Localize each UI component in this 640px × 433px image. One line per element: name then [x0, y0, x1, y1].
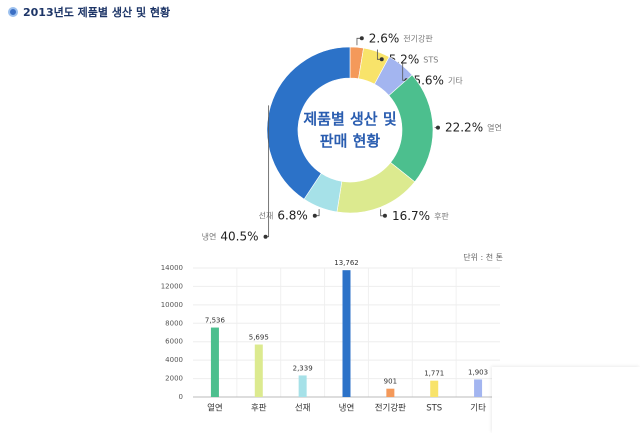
segment-label: 선재 6.8% [259, 208, 308, 222]
leader-dot [312, 213, 317, 218]
bar [474, 379, 483, 397]
segment-label: 16.7% 후판 [392, 208, 449, 222]
y-tick-label: 14000 [161, 264, 183, 272]
y-tick-label: 6000 [165, 338, 183, 346]
x-tick-label: 전기강판 [375, 403, 406, 414]
segment-value: 22.2% [445, 120, 483, 134]
leader-dot [263, 234, 268, 239]
segment-value: 5.6% [413, 73, 444, 87]
y-tick-label: 12000 [161, 282, 183, 290]
x-tick-label: 선재 [295, 404, 311, 414]
y-tick-label: 10000 [161, 301, 183, 309]
segment-name: 기타 [448, 76, 463, 85]
bar [298, 375, 307, 397]
unit-label: 단위 : 천 톤 [463, 253, 503, 262]
bar [254, 344, 263, 397]
value-label: 2,339 [293, 364, 313, 372]
x-tick-label: STS [426, 404, 442, 414]
segment-name: 후판 [434, 211, 449, 220]
value-label: 901 [384, 378, 397, 386]
y-tick-label: 2000 [165, 375, 183, 383]
header-icon [8, 7, 18, 17]
x-tick-label: 냉연 [339, 403, 355, 414]
y-tick-label: 8000 [165, 319, 183, 327]
leader-dot [379, 57, 384, 62]
bar [342, 270, 351, 397]
segment-name: STS [423, 55, 438, 64]
value-label: 1,771 [424, 370, 444, 378]
segment-value: 40.5% [220, 229, 258, 243]
segment-value: 6.8% [277, 208, 308, 222]
x-tick-label: 후판 [251, 404, 267, 414]
header: 2013년도 제품별 생산 및 현황 [8, 4, 170, 20]
segment-label: 2.6% 전기강판 [369, 31, 434, 45]
y-tick-label: 4000 [165, 356, 183, 364]
leader-dot [359, 36, 364, 41]
segment-label: 22.2% 열연 [445, 120, 502, 134]
segment-name: 전기강판 [403, 33, 433, 43]
segment-label: 냉연 40.5% [202, 229, 259, 243]
bar [430, 380, 439, 397]
x-tick-label: 열연 [207, 404, 223, 414]
donut-title: 제품별 생산 및 판매 현황 [303, 110, 397, 150]
value-label: 7,536 [205, 317, 226, 325]
segment-value: 2.6% [369, 31, 400, 45]
bar [386, 388, 395, 397]
segment-name: 열연 [487, 123, 502, 132]
overlay-panel [492, 367, 640, 433]
x-tick-label: 기타 [470, 404, 486, 414]
segment-label: 5.6% 기타 [413, 73, 463, 87]
segment-name: 선재 [259, 211, 274, 220]
header-title: 2013년도 제품별 생산 및 현황 [23, 6, 171, 19]
value-label: 5,695 [249, 334, 269, 342]
segment-name: 냉연 [202, 231, 217, 241]
segment-value: 16.7% [392, 208, 430, 222]
value-label: 1,903 [468, 368, 488, 376]
value-label: 13,762 [334, 259, 359, 267]
bar [210, 327, 219, 397]
y-tick-label: 0 [179, 393, 183, 401]
leader-dot [382, 213, 387, 218]
leader-dot [435, 125, 440, 130]
